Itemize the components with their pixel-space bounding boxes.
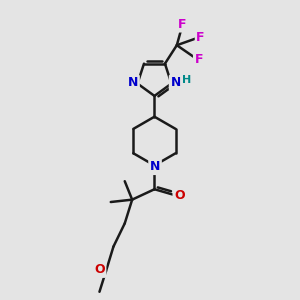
Text: O: O — [174, 189, 185, 202]
Text: H: H — [182, 75, 191, 85]
Text: F: F — [196, 31, 205, 44]
Text: N: N — [128, 76, 138, 89]
Text: F: F — [195, 53, 203, 66]
Text: N: N — [170, 76, 181, 89]
Text: F: F — [178, 18, 187, 31]
Text: N: N — [150, 160, 160, 173]
Text: O: O — [94, 263, 105, 276]
